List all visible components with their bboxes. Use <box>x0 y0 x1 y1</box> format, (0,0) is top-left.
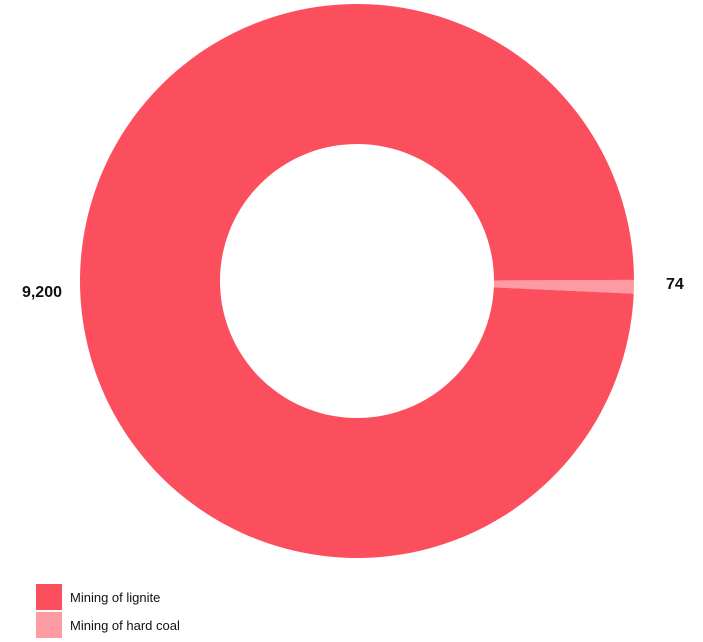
data-label-lignite: 9,200 <box>22 284 62 301</box>
slice-mining-of-lignite[interactable] <box>80 3 634 558</box>
legend-item-lignite[interactable]: Mining of lignite <box>36 584 180 610</box>
slice-mining-of-hard-coal[interactable] <box>493 279 634 294</box>
data-label-hard-coal: 74 <box>666 276 684 293</box>
legend-item-hard-coal[interactable]: Mining of hard coal <box>36 612 180 638</box>
legend-swatch-hard-coal <box>36 612 62 638</box>
donut-slices <box>80 3 634 558</box>
data-labels: 9,200 74 <box>22 276 684 301</box>
legend-swatch-lignite <box>36 584 62 610</box>
legend-label-hard-coal: Mining of hard coal <box>70 617 180 633</box>
legend: Mining of lignite Mining of hard coal <box>36 584 180 640</box>
legend-label-lignite: Mining of lignite <box>70 589 161 605</box>
